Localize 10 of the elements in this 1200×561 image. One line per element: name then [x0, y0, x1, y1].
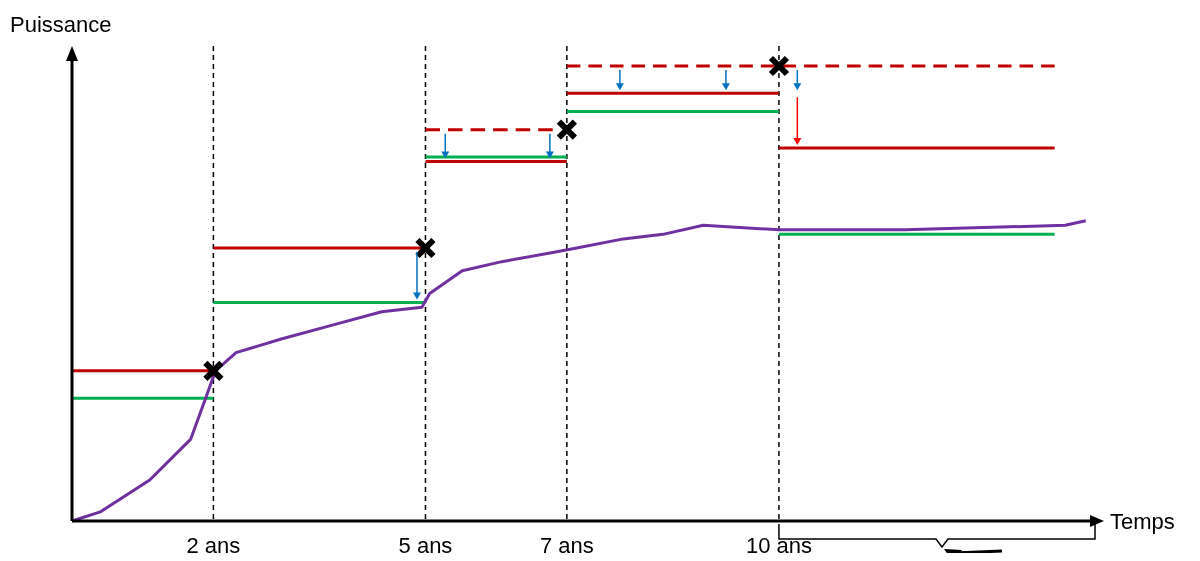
x-tick-label: 10 ans	[745, 533, 812, 558]
x-axis-title: Temps	[1110, 509, 1175, 534]
point	[202, 359, 225, 382]
point	[555, 118, 578, 141]
x-tick-label: 2 ans	[186, 533, 241, 558]
x-tick-label: 7 ans	[539, 533, 594, 558]
point	[767, 55, 790, 77]
point	[414, 237, 437, 259]
x-tick-label: 5 ans	[398, 533, 453, 558]
y-axis-title: Puissance	[10, 12, 112, 37]
